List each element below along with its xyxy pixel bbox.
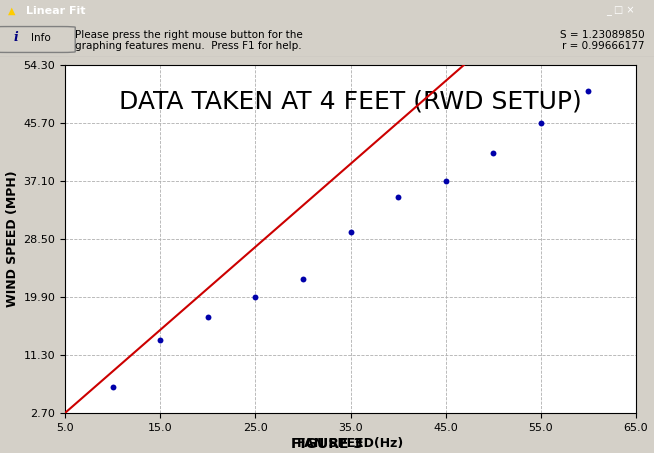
X-axis label: FAN SPEED(Hz): FAN SPEED(Hz) bbox=[298, 437, 404, 450]
Text: Please press the right mouse button for the
graphing features menu.  Press F1 fo: Please press the right mouse button for … bbox=[75, 30, 303, 51]
Point bbox=[107, 384, 118, 391]
Point bbox=[250, 294, 260, 301]
Point bbox=[488, 149, 498, 156]
Text: Linear Fit: Linear Fit bbox=[26, 6, 86, 16]
Y-axis label: WIND SPEED (MPH): WIND SPEED (MPH) bbox=[7, 171, 19, 307]
Text: Info: Info bbox=[31, 33, 51, 43]
Point bbox=[155, 337, 165, 344]
Point bbox=[203, 313, 213, 320]
Point bbox=[393, 193, 404, 200]
Text: DATA TAKEN AT 4 FEET (RWD SETUP): DATA TAKEN AT 4 FEET (RWD SETUP) bbox=[119, 89, 582, 113]
FancyBboxPatch shape bbox=[0, 27, 75, 53]
Text: _ □ ×: _ □ × bbox=[606, 6, 634, 16]
Point bbox=[298, 276, 308, 283]
Point bbox=[345, 229, 356, 236]
Point bbox=[536, 120, 546, 127]
Text: ▲: ▲ bbox=[8, 6, 15, 16]
Point bbox=[583, 87, 594, 94]
Text: S = 1.23089850
r = 0.99666177: S = 1.23089850 r = 0.99666177 bbox=[560, 30, 644, 51]
Text: FIGURE 3: FIGURE 3 bbox=[291, 437, 363, 451]
Text: i: i bbox=[13, 31, 18, 44]
Point bbox=[440, 178, 451, 185]
